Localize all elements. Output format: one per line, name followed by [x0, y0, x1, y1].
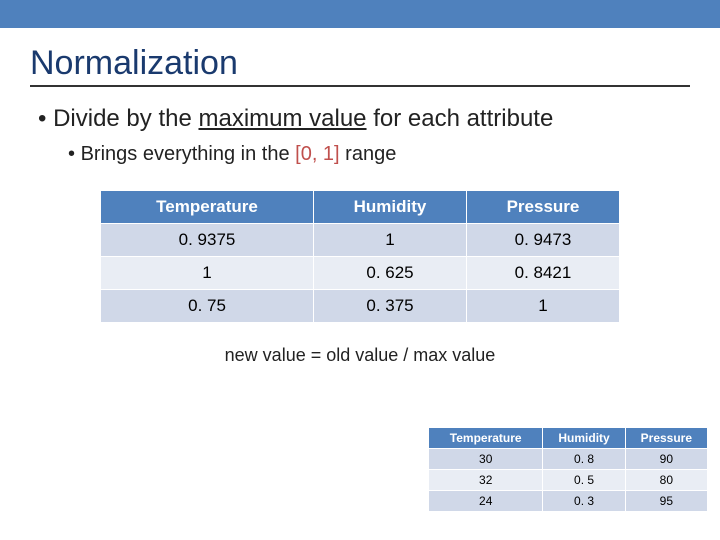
bullet1-post: for each attribute	[367, 105, 554, 132]
top-bar	[0, 0, 720, 28]
table-header-row: Temperature Humidity Pressure	[429, 428, 708, 449]
title-underline	[30, 85, 690, 87]
col-header: Humidity	[314, 191, 467, 224]
bullet-dot: •	[68, 143, 75, 165]
bullet2-post: range	[340, 143, 397, 165]
bullet-level-1: • Divide by the maximum value for each a…	[0, 105, 720, 133]
table-cell: 0. 625	[314, 257, 467, 290]
slide: Normalization • Divide by the maximum va…	[0, 0, 720, 540]
table-cell: 80	[625, 470, 707, 491]
col-header: Temperature	[429, 428, 543, 449]
table-cell: 90	[625, 449, 707, 470]
table-cell: 0. 9473	[466, 224, 619, 257]
raw-data-table: Temperature Humidity Pressure 30 0. 8 90…	[428, 427, 708, 512]
col-header: Pressure	[466, 191, 619, 224]
bullet1-pre: Divide by the	[46, 105, 198, 132]
table-cell: 0. 375	[314, 290, 467, 323]
table-row: 24 0. 3 95	[429, 491, 708, 512]
page-title: Normalization	[0, 38, 720, 85]
table-cell: 30	[429, 449, 543, 470]
table-cell: 0. 75	[101, 290, 314, 323]
table-header-row: Temperature Humidity Pressure	[101, 191, 620, 224]
normalized-data-table: Temperature Humidity Pressure 0. 9375 1 …	[100, 190, 620, 323]
formula-text: new value = old value / max value	[0, 345, 720, 366]
table-row: 0. 75 0. 375 1	[101, 290, 620, 323]
col-header: Humidity	[543, 428, 625, 449]
bullet2-pre: Brings everything in the	[75, 143, 295, 165]
bullet-level-2: • Brings everything in the [0, 1] range	[0, 143, 720, 166]
table-cell: 24	[429, 491, 543, 512]
table-row: 0. 9375 1 0. 9473	[101, 224, 620, 257]
bullet2-range: [0, 1]	[295, 143, 339, 165]
table-cell: 1	[466, 290, 619, 323]
table-cell: 0. 8421	[466, 257, 619, 290]
table-row: 32 0. 5 80	[429, 470, 708, 491]
table-cell: 0. 8	[543, 449, 625, 470]
bullet1-emphasis: maximum value	[198, 105, 366, 132]
table-cell: 1	[314, 224, 467, 257]
table-cell: 32	[429, 470, 543, 491]
col-header: Pressure	[625, 428, 707, 449]
col-header: Temperature	[101, 191, 314, 224]
table-cell: 95	[625, 491, 707, 512]
table-cell: 0. 5	[543, 470, 625, 491]
table-row: 30 0. 8 90	[429, 449, 708, 470]
table-cell: 1	[101, 257, 314, 290]
table-cell: 0. 3	[543, 491, 625, 512]
table-cell: 0. 9375	[101, 224, 314, 257]
table-row: 1 0. 625 0. 8421	[101, 257, 620, 290]
